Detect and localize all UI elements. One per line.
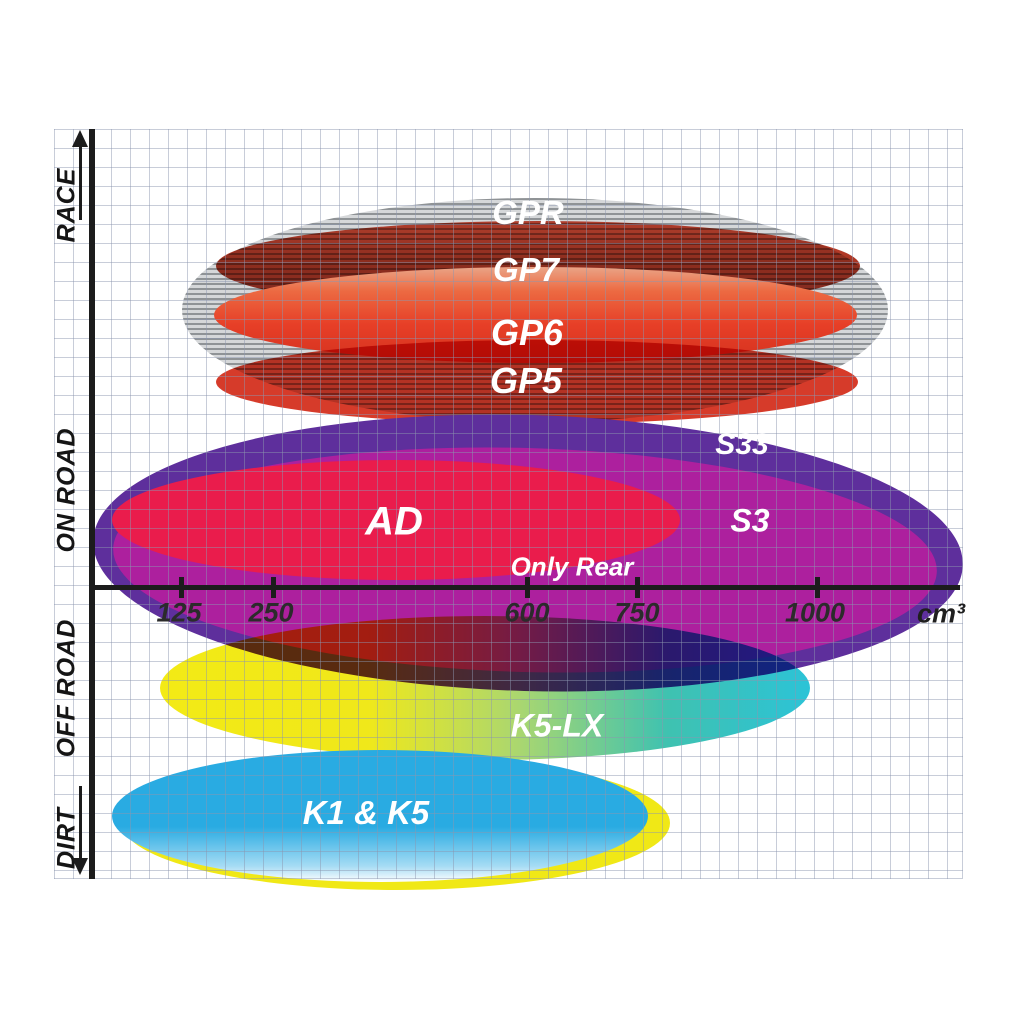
- dirt-direction-arrow-icon: [79, 786, 82, 858]
- x-axis-unit-label: cm³: [916, 598, 966, 629]
- x-tick-750: [635, 577, 640, 598]
- y-zone-label-offroad: OFF ROAD: [52, 618, 81, 758]
- race-direction-arrowhead-icon: [72, 130, 88, 147]
- region-label-k5lx: K5-LX: [510, 707, 604, 744]
- region-label-gp7: GP7: [492, 251, 560, 288]
- region-ellipse-gp5: [216, 340, 858, 424]
- x-tick-label-600: 600: [504, 597, 550, 628]
- region-label-gpr: GPR: [492, 194, 564, 231]
- annotation-only-rear: Only Rear: [510, 551, 634, 582]
- dirt-direction-arrowhead-icon: [72, 858, 88, 875]
- region-label-ad: AD: [365, 499, 423, 544]
- y-zone-label-race: RACE: [52, 167, 81, 243]
- y-zone-label-onroad: ON ROAD: [52, 427, 81, 553]
- x-tick-label-125: 125: [156, 597, 202, 628]
- x-tick-250: [271, 577, 276, 598]
- region-ellipse-k1k5: [112, 750, 648, 882]
- y-axis-line: [89, 129, 95, 879]
- x-tick-125: [179, 577, 184, 598]
- race-direction-arrow-icon: [79, 146, 82, 220]
- x-tick-label-750: 750: [614, 597, 660, 628]
- x-tick-label-1000: 1000: [784, 597, 846, 628]
- region-label-gp5: GP5: [489, 360, 563, 401]
- region-ellipse-k5lx: [160, 616, 810, 760]
- x-tick-label-250: 250: [248, 597, 294, 628]
- region-ellipse-ad: [112, 460, 680, 580]
- x-tick-600: [525, 577, 530, 598]
- region-label-s33: S33: [715, 428, 769, 461]
- region-label-s3: S3: [730, 502, 770, 539]
- region-label-k1k5: K1 & K5: [302, 794, 430, 831]
- x-tick-1000: [815, 577, 820, 598]
- region-label-gp6: GP6: [490, 312, 564, 353]
